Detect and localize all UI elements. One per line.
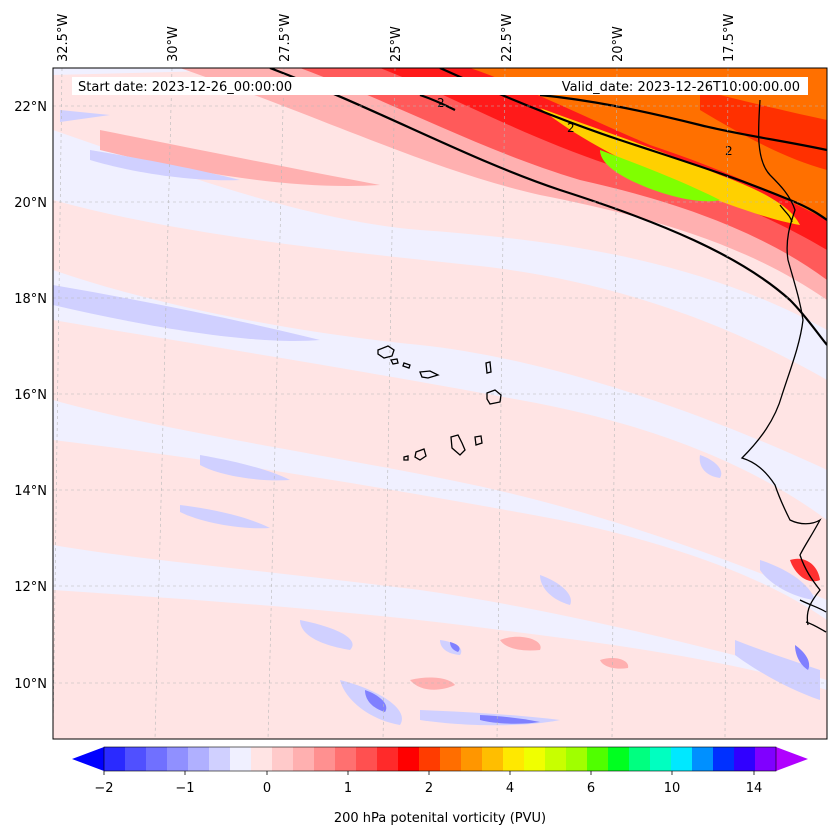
lon-label: 25°W: [389, 26, 404, 62]
colorbar-title: 200 hPa potenital vorticity (PVU): [334, 811, 546, 826]
contour-label: 2: [725, 144, 733, 158]
colorbar-segment: [545, 747, 567, 771]
lat-label: 10°N: [14, 677, 47, 692]
colorbar-segment: [734, 747, 756, 771]
lon-label: 30°W: [166, 26, 181, 62]
start-date-label: Start date: 2023-12-26_00:00:00: [78, 80, 292, 95]
colorbar-segment: [503, 747, 525, 771]
colorbar-segment: [671, 747, 693, 771]
contour-label: 2: [567, 121, 575, 135]
lon-label: 17.5°W: [722, 14, 737, 62]
lon-label: 27.5°W: [278, 14, 293, 62]
colorbar-min-arrow: [72, 747, 104, 771]
colorbar-segment: [335, 747, 357, 771]
colorbar-tick-label: 10: [664, 781, 681, 796]
latitude-labels: 22°N 20°N 18°N 16°N 14°N 12°N 10°N: [14, 100, 47, 692]
colorbar-frame: [103, 746, 777, 772]
lat-label: 16°N: [14, 388, 47, 403]
colorbar-tick-label: 6: [587, 781, 595, 796]
colorbar-segment: [251, 747, 273, 771]
colorbar-segment: [692, 747, 714, 771]
contour-labels: 2 2 2: [437, 96, 733, 158]
colorbar-segment: [650, 747, 672, 771]
colorbar-tick-labels: −2 −1 0 1 2 4 6 10 14: [94, 781, 762, 796]
colorbar-segment: [209, 747, 231, 771]
colorbar-segment: [272, 747, 294, 771]
cape-verde-islands: [377, 345, 502, 461]
map-frame: [52, 67, 828, 740]
colorbar-tick-label: −1: [175, 781, 194, 796]
pv-field-negative-strong: [365, 642, 810, 724]
date-info-box: [72, 77, 808, 95]
contour-label: 2: [437, 96, 445, 110]
colorbar-segment: [125, 747, 147, 771]
colorbar-segment: [608, 747, 630, 771]
lon-label: 20°W: [611, 26, 626, 62]
valid-date-label: Valid_date: 2023-12-26T10:00:00.00: [562, 80, 800, 95]
colorbar-segment: [398, 747, 420, 771]
colorbar-segment: [188, 747, 210, 771]
colorbar-segment: [356, 747, 378, 771]
colorbar-segment: [104, 747, 126, 771]
longitude-labels: 32.5°W 30°W 27.5°W 25°W 22.5°W 20°W 17.5…: [56, 14, 737, 62]
colorbar-max-arrow: [776, 747, 808, 771]
colorbar-segment: [587, 747, 609, 771]
colorbar-segment: [293, 747, 315, 771]
colorbar-segment: [482, 747, 504, 771]
pv-field-south-positive: [410, 558, 820, 690]
colorbar-segment: [377, 747, 399, 771]
colorbar-segment: [629, 747, 651, 771]
pv-contour-2: [269, 68, 827, 346]
lat-label: 14°N: [14, 484, 47, 499]
colorbar-tick-label: 1: [344, 781, 352, 796]
colorbar-tick-label: 2: [425, 781, 433, 796]
colorbar-tick-label: 0: [263, 781, 271, 796]
colorbar-segment: [440, 747, 462, 771]
colorbar-segment: [755, 747, 777, 771]
colorbar-tick-label: 14: [746, 781, 763, 796]
colorbar: −2 −1 0 1 2 4 6 10 14 200 hPa potenital …: [72, 746, 808, 826]
colorbar-segment: [566, 747, 588, 771]
colorbar-ticks: [103, 771, 755, 775]
colorbar-segment: [230, 747, 252, 771]
lat-label: 22°N: [14, 100, 47, 115]
colorbar-segment: [713, 747, 735, 771]
colorbar-segment: [461, 747, 483, 771]
colorbar-segment: [524, 747, 546, 771]
lon-label: 32.5°W: [56, 14, 71, 62]
pv-field-strong: [380, 68, 827, 250]
african-coastline: [740, 99, 827, 633]
colorbar-segment: [419, 747, 441, 771]
map-panel: 2 2 2: [53, 68, 827, 739]
colorbar-segment: [314, 747, 336, 771]
colorbar-segment: [167, 747, 189, 771]
colorbar-segments: [104, 747, 777, 771]
lat-label: 18°N: [14, 292, 47, 307]
lat-label: 20°N: [14, 196, 47, 211]
lat-label: 12°N: [14, 580, 47, 595]
colorbar-tick-label: −2: [94, 781, 113, 796]
colorbar-tick-label: 4: [506, 781, 514, 796]
graticule: [53, 68, 827, 739]
lon-label: 22.5°W: [500, 14, 515, 62]
colorbar-segment: [146, 747, 168, 771]
